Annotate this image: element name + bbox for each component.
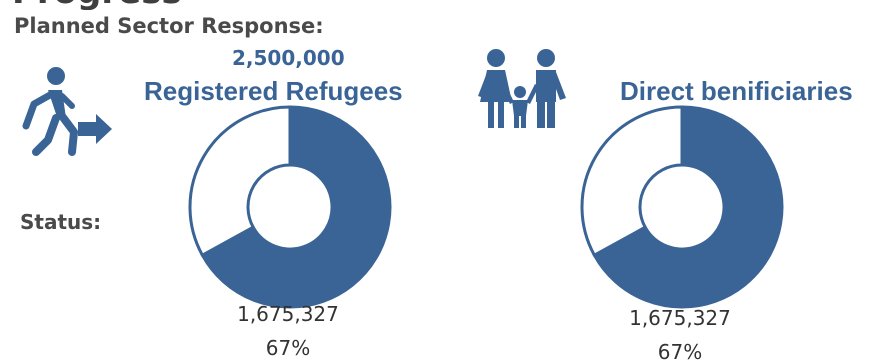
family-icon (478, 49, 566, 128)
beneficiaries-reached-value: 1,675,327 (580, 306, 780, 330)
beneficiaries-reached-percent: 67% (580, 340, 780, 364)
remaining-slice-1 (190, 107, 290, 255)
walking-person-arrow-icon (26, 67, 112, 152)
refugees-reached-percent: 67% (188, 336, 388, 360)
remaining-slice-2 (582, 107, 682, 255)
chart-canvas (0, 0, 879, 355)
refugees-reached-value: 1,675,327 (188, 302, 388, 326)
direct-beneficiaries-donut (582, 107, 782, 307)
registered-refugees-donut (190, 107, 390, 307)
